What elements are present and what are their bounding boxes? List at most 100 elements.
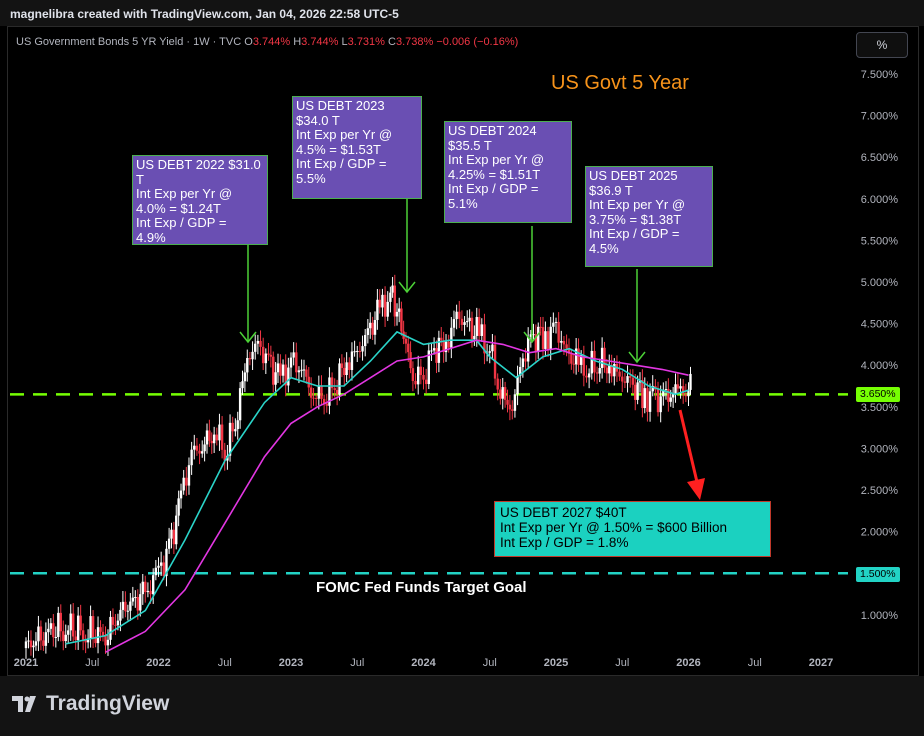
candle-body	[79, 615, 82, 631]
candle-body	[67, 630, 70, 635]
percent-scale-button[interactable]: %	[856, 32, 908, 58]
candle-body	[295, 352, 298, 373]
candle-body	[603, 347, 606, 368]
ma-fast-line	[65, 330, 689, 645]
candle-body	[460, 318, 464, 325]
candle-body	[86, 638, 90, 643]
candle-body	[175, 515, 178, 545]
candle-body	[455, 311, 458, 320]
candle-body	[47, 628, 50, 633]
candle-body	[91, 616, 95, 638]
candle-body	[348, 362, 351, 370]
candle-body	[480, 324, 483, 336]
candle-body	[562, 341, 566, 345]
candle-body	[198, 450, 201, 454]
candle-body	[361, 346, 364, 352]
annotation-debt-2027[interactable]: US DEBT 2027 $40T Int Exp per Yr @ 1.50%…	[494, 501, 771, 557]
candle-body	[210, 440, 213, 444]
candle-body	[684, 394, 688, 397]
candle-body	[340, 363, 344, 368]
candle-body	[195, 445, 199, 451]
candle-body	[427, 350, 430, 385]
candle-body	[234, 429, 237, 432]
candle-body	[124, 601, 127, 612]
candle-body	[526, 336, 530, 362]
candle-body	[154, 567, 158, 576]
legend-low: 3.731%	[347, 36, 385, 48]
candle-body	[101, 631, 105, 636]
annotation-arrow-head	[523, 331, 541, 344]
candle-body	[172, 529, 176, 545]
candle-body	[328, 377, 331, 406]
candle-body	[544, 331, 547, 349]
candle-body	[121, 601, 125, 610]
candle-body	[499, 389, 502, 399]
candle-body	[554, 321, 558, 323]
y-tick-label: 4.500%	[861, 319, 899, 331]
candle-body	[241, 381, 244, 389]
candle-body	[338, 363, 341, 395]
candle-body	[62, 631, 65, 642]
candle-body	[297, 370, 301, 373]
candle-body	[539, 326, 542, 328]
candle-body	[574, 348, 578, 365]
candle-body	[54, 636, 58, 638]
y-tick-label: 5.500%	[861, 235, 899, 247]
fomc-level-tag: 1.500%	[856, 567, 900, 582]
candle-body	[560, 341, 563, 343]
candle-body	[109, 616, 112, 640]
candle-body	[358, 350, 362, 352]
candle-body	[440, 337, 443, 341]
legend-low-label: L	[341, 36, 348, 48]
candle-body	[689, 373, 692, 390]
candle-body	[149, 590, 152, 595]
candle-body	[139, 594, 142, 611]
annotation-debt-2023[interactable]: US DEBT 2023 $34.0 T Int Exp per Yr @ 4.…	[292, 96, 422, 199]
annotation-debt-2025[interactable]: US DEBT 2025 $36.9 T Int Exp per Yr @ 3.…	[585, 166, 713, 267]
candle-body	[119, 609, 122, 621]
annotation-debt-2024[interactable]: US DEBT 2024 $35.5 T Int Exp per Yr @ 4.…	[444, 121, 572, 223]
candle-body	[322, 398, 326, 404]
candle-body	[215, 434, 218, 441]
candle-body	[570, 353, 573, 364]
candle-body	[424, 379, 428, 385]
annotation-debt-2022[interactable]: US DEBT 2022 $31.0 T Int Exp per Yr @ 4.…	[132, 155, 268, 245]
y-tick-label: 7.000%	[861, 111, 899, 123]
candle-body	[572, 363, 575, 365]
y-tick-label: 6.500%	[861, 152, 899, 164]
candle-body	[162, 562, 165, 577]
candle-body	[398, 308, 401, 312]
candle-body	[201, 451, 204, 454]
candle-body	[587, 373, 591, 378]
candle-body	[261, 346, 265, 364]
candle-body	[508, 404, 512, 410]
candle-body	[373, 319, 377, 335]
candle-body	[634, 384, 637, 400]
candle-body	[631, 377, 635, 385]
y-tick-label: 1.000%	[861, 610, 899, 622]
candle-body	[391, 285, 394, 293]
candle-body	[267, 353, 270, 355]
candle-body	[519, 367, 522, 376]
candle-body	[236, 420, 239, 430]
candle-body	[513, 394, 517, 411]
candle-body	[664, 389, 668, 391]
candle-body	[134, 597, 137, 599]
candle-body	[468, 317, 471, 322]
x-tick-label: 2021	[14, 657, 38, 669]
candle-body	[345, 362, 348, 376]
ma-slow-line	[105, 339, 689, 653]
candle-body	[537, 326, 540, 352]
x-tick-label: 2024	[411, 657, 436, 669]
tradingview-logo[interactable]: TradingView	[12, 692, 169, 716]
legend-open-label: O	[244, 36, 253, 48]
candle-body	[590, 350, 593, 374]
candle-body	[613, 364, 616, 377]
legend-high-label: H	[293, 36, 302, 48]
candle-body	[529, 334, 533, 337]
candle-body	[305, 369, 308, 377]
candle-body	[395, 311, 399, 317]
candle-body	[626, 376, 629, 383]
candle-body	[435, 348, 438, 363]
candle-body	[27, 640, 30, 642]
